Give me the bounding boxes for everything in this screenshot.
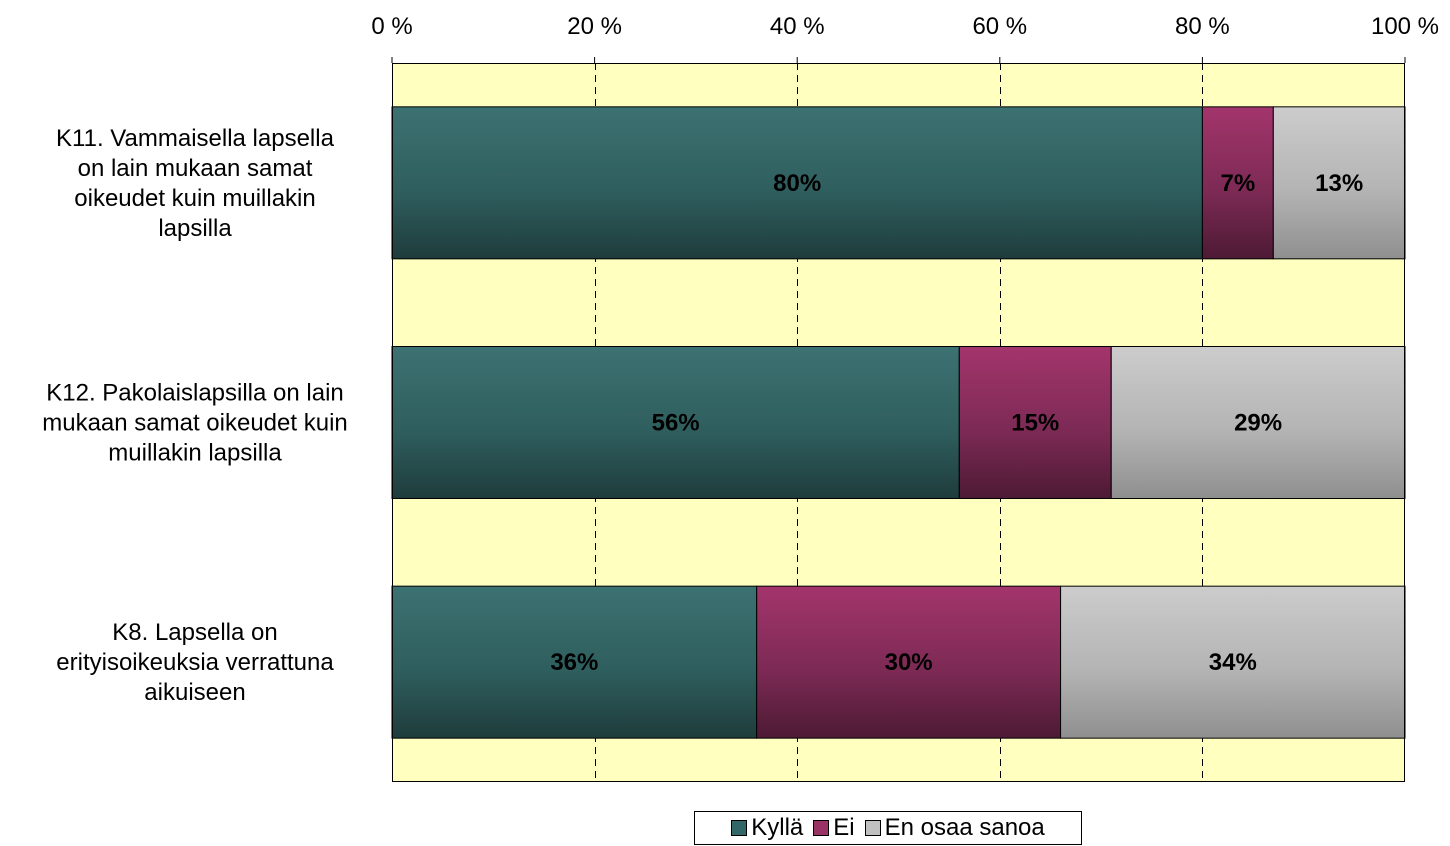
data-label-2-1: 29%	[1234, 410, 1282, 437]
category-label-0-3: lapsilla	[158, 215, 232, 242]
x-tick-label-0: 0 %	[371, 13, 412, 40]
category-label-2-2: aikuiseen	[144, 679, 245, 706]
legend-item-en-osaa-sanoa: En osaa sanoa	[864, 814, 1045, 842]
bar-2-0	[1272, 106, 1406, 260]
legend-swatch-ei	[813, 820, 830, 836]
category-label-1-1: mukaan samat oikeudet kuin	[42, 410, 348, 437]
category-label-0-1: on lain mukaan samat	[78, 155, 313, 182]
data-label-2-2: 34%	[1209, 649, 1257, 676]
bar-0-1	[391, 346, 960, 499]
data-label-0-1: 56%	[652, 410, 700, 437]
x-tick-label-4: 80 %	[1175, 13, 1230, 40]
legend-label-en-osaa-sanoa: En osaa sanoa	[884, 814, 1045, 841]
bar-2-1	[1110, 346, 1406, 499]
x-tick-label-1: 20 %	[567, 13, 622, 40]
category-label-1-2: muillakin lapsilla	[108, 440, 282, 467]
bar-1-1	[958, 346, 1112, 499]
plot-border	[392, 63, 1405, 782]
bar-0-2	[391, 585, 758, 739]
x-tick-label-3: 60 %	[972, 13, 1027, 40]
legend-label-kylla: Kyllä	[751, 814, 804, 841]
category-label-2-0: K8. Lapsella on	[112, 619, 277, 646]
legend-label-ei: Ei	[833, 814, 855, 841]
legend-item-ei: Ei	[813, 814, 855, 842]
legend-item-kylla: Kyllä	[731, 814, 803, 842]
x-tick-label-2: 40 %	[770, 13, 825, 40]
x-tick-label-5: 100 %	[1371, 13, 1439, 40]
data-label-0-0: 80%	[773, 170, 821, 197]
bar-0-0	[391, 106, 1203, 260]
bar-2-2	[1060, 585, 1406, 739]
category-label-0-0: K11. Vammaisella lapsella	[56, 125, 335, 152]
bar-1-0	[1201, 106, 1274, 260]
legend-swatch-en-osaa-sanoa	[864, 820, 881, 836]
legend: Kyllä Ei En osaa sanoa	[694, 811, 1082, 845]
data-label-1-1: 15%	[1011, 410, 1059, 437]
bar-1-2	[756, 585, 1062, 739]
data-label-2-0: 13%	[1315, 170, 1363, 197]
category-label-0-2: oikeudet kuin muillakin	[74, 185, 315, 212]
category-label-2-1: erityisoikeuksia verrattuna	[56, 649, 334, 676]
legend-swatch-kylla	[731, 820, 748, 836]
data-label-1-0: 7%	[1221, 170, 1256, 197]
data-label-0-2: 36%	[550, 649, 598, 676]
data-label-1-2: 30%	[885, 649, 933, 676]
category-label-1-0: K12. Pakolaislapsilla on lain	[46, 380, 344, 407]
